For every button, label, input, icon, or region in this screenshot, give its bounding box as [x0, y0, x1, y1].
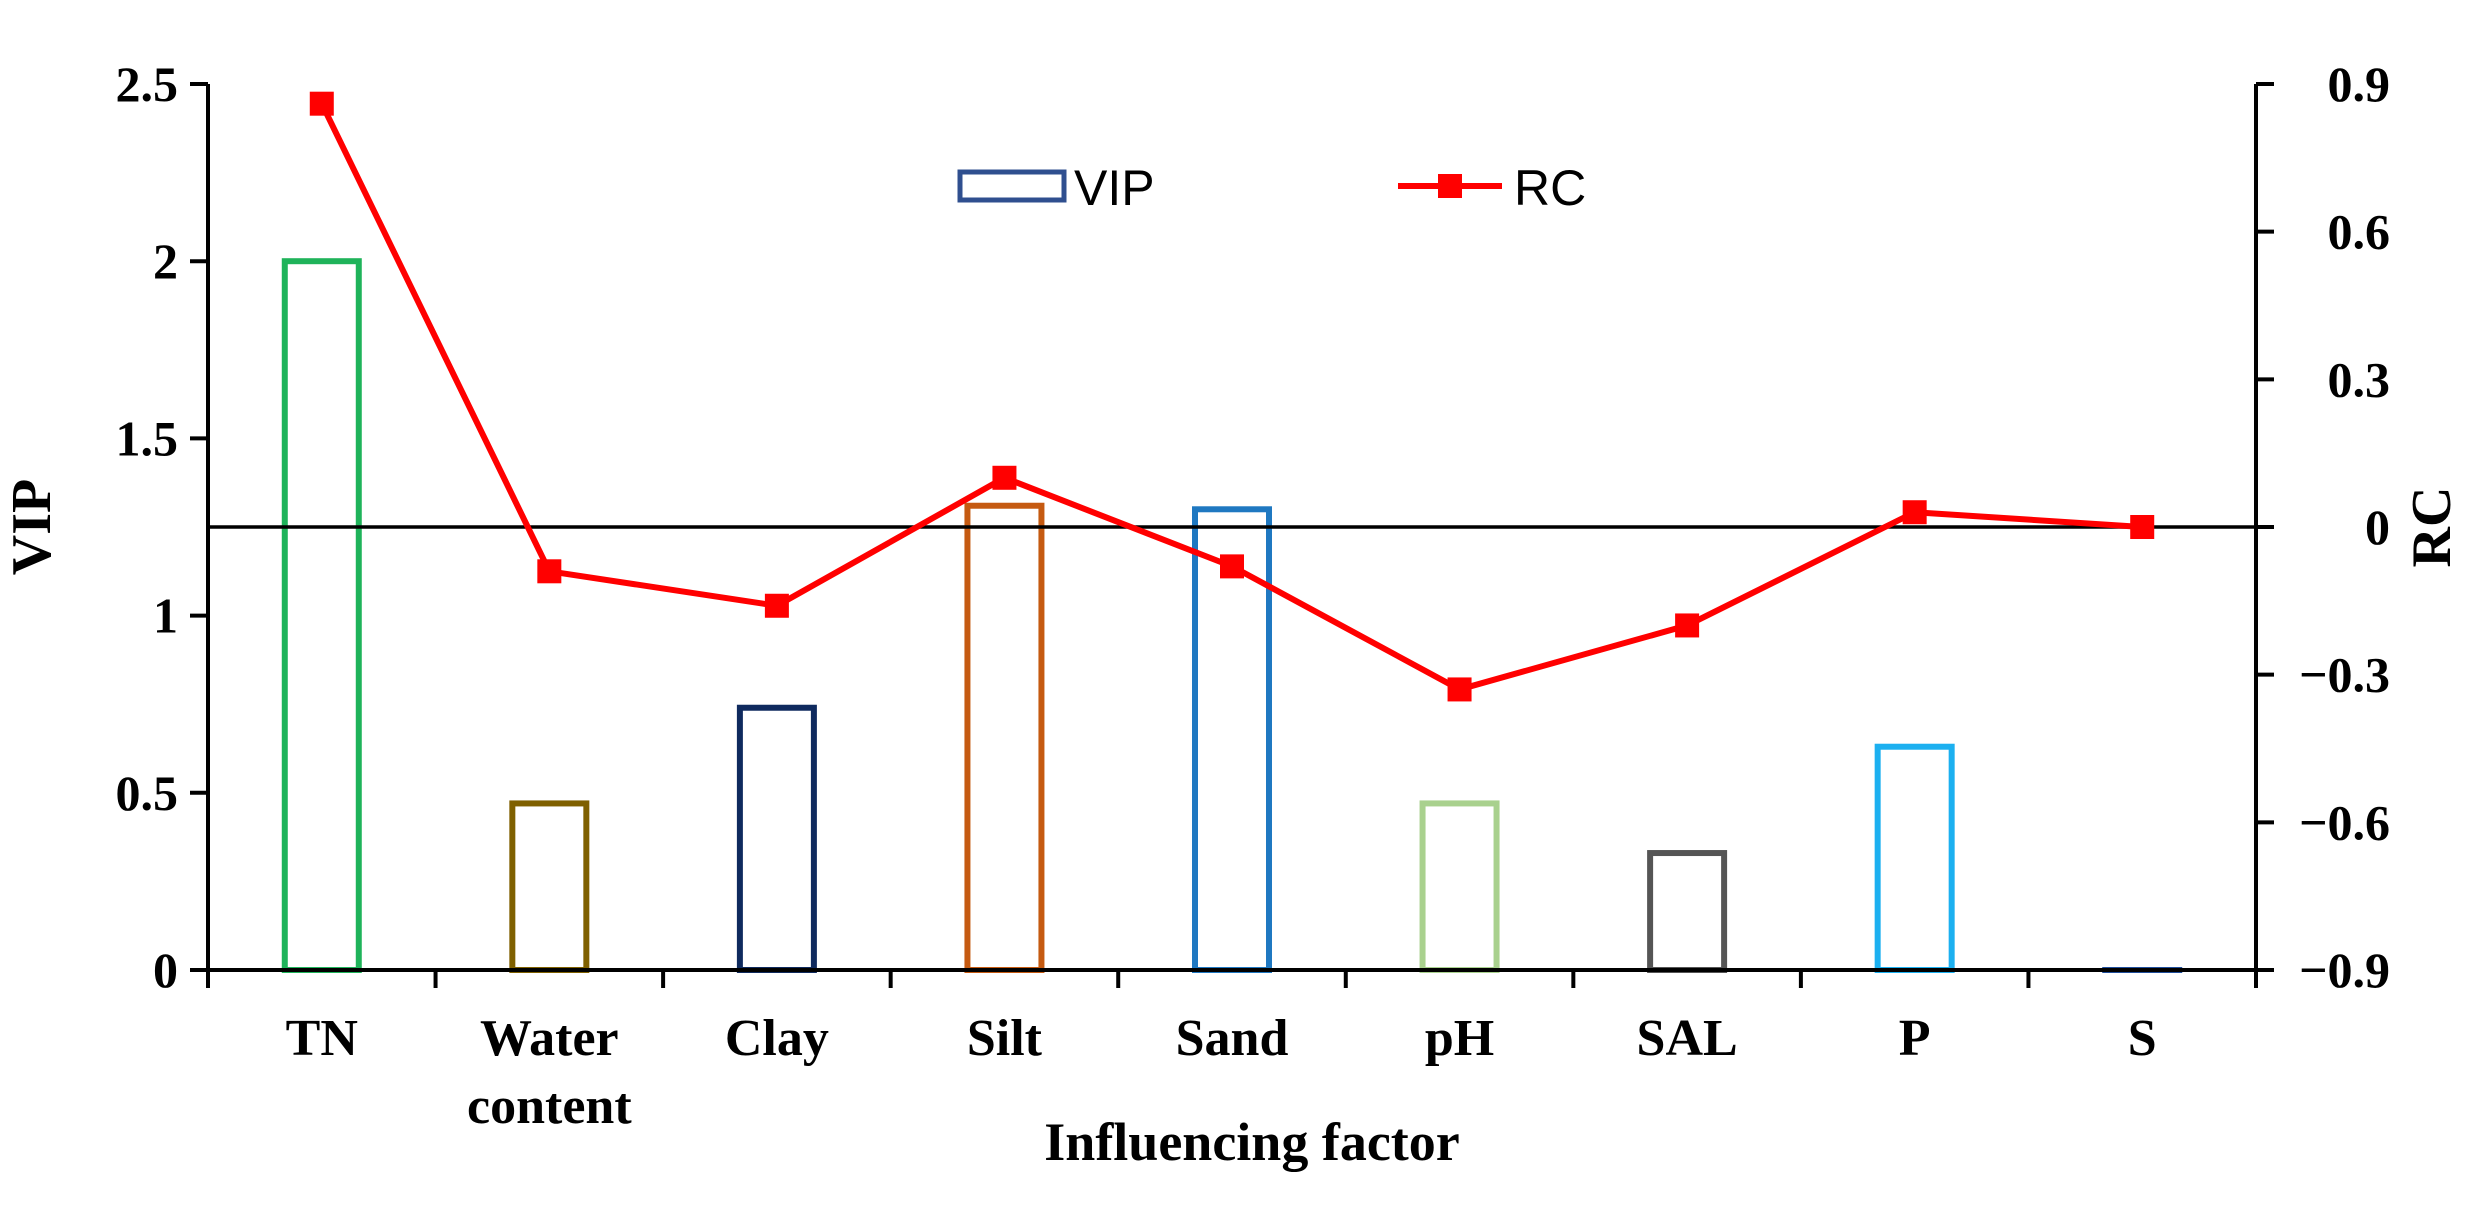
x-tick-label: content	[467, 1078, 632, 1135]
rc-point	[992, 465, 1017, 490]
rc-point	[1220, 554, 1244, 579]
y2-tick-label: 0.6	[2328, 204, 2391, 260]
rc-point	[2130, 515, 2155, 539]
y2-tick-label: 0.9	[2328, 56, 2391, 112]
y2-tick-label: 0	[2365, 499, 2390, 555]
y-tick-label: 1.5	[116, 410, 179, 466]
bars-layer	[281, 258, 2183, 974]
x-tick-label: TN	[286, 1010, 358, 1067]
x-tick-label: pH	[1425, 1010, 1494, 1067]
rc-point	[1902, 500, 1927, 525]
vip-bar	[509, 800, 590, 973]
vip-bar	[1647, 850, 1728, 973]
x-tick-label: S	[2128, 1010, 2157, 1067]
y2-axis-title: RC	[2401, 487, 2463, 568]
legend-vip-label: VIP	[1074, 160, 1155, 216]
x-tick-label: SAL	[1637, 1010, 1738, 1067]
y-tick-label: 0.5	[116, 765, 179, 821]
vip-bar	[964, 502, 1045, 973]
y-tick-label: 0	[153, 942, 178, 998]
labels-layer: VIP RC Influencing factor	[1, 479, 2463, 1172]
rc-point	[1675, 613, 1700, 638]
rc-point	[764, 593, 789, 618]
x-tick-label: P	[1899, 1010, 1931, 1067]
rc-point	[1447, 677, 1472, 702]
rc-line	[319, 102, 2143, 693]
y2-tick-label: 0.3	[2328, 351, 2391, 407]
rc-line-layer	[309, 91, 2155, 702]
vip-bar	[736, 704, 817, 974]
ticks-layer: 0 0.5 1 1.5 2 2.5 −0.9 −0.6 −0.3 0 0.3 0.6 0.9 TN Wate…	[116, 56, 2391, 1135]
y2-tick-label: −0.9	[2299, 942, 2390, 998]
x-tick-label: Water	[480, 1010, 619, 1067]
x-tick-label: Clay	[725, 1010, 829, 1067]
vip-bar	[1874, 743, 1955, 974]
y-tick-label: 2.5	[116, 56, 179, 112]
y-axis-title: VIP	[1, 479, 63, 575]
y2-tick-label: −0.6	[2299, 794, 2390, 850]
x-tick-label: Sand	[1176, 1010, 1289, 1067]
vip-bar	[281, 258, 362, 973]
y-tick-label: 2	[153, 233, 178, 289]
legend-vip-swatch	[957, 169, 1067, 203]
legend-rc-marker	[1438, 174, 1462, 198]
legend: VIP RC	[957, 160, 1586, 216]
vip-bar	[1419, 800, 1500, 973]
legend-rc-label: RC	[1514, 160, 1586, 216]
rc-point	[537, 559, 562, 584]
y2-tick-label: −0.3	[2299, 647, 2390, 703]
x-tick-label: Silt	[967, 1010, 1043, 1067]
x-axis-title: Influencing factor	[1044, 1112, 1459, 1172]
rc-point	[309, 91, 334, 116]
y-tick-label: 1	[153, 588, 178, 644]
